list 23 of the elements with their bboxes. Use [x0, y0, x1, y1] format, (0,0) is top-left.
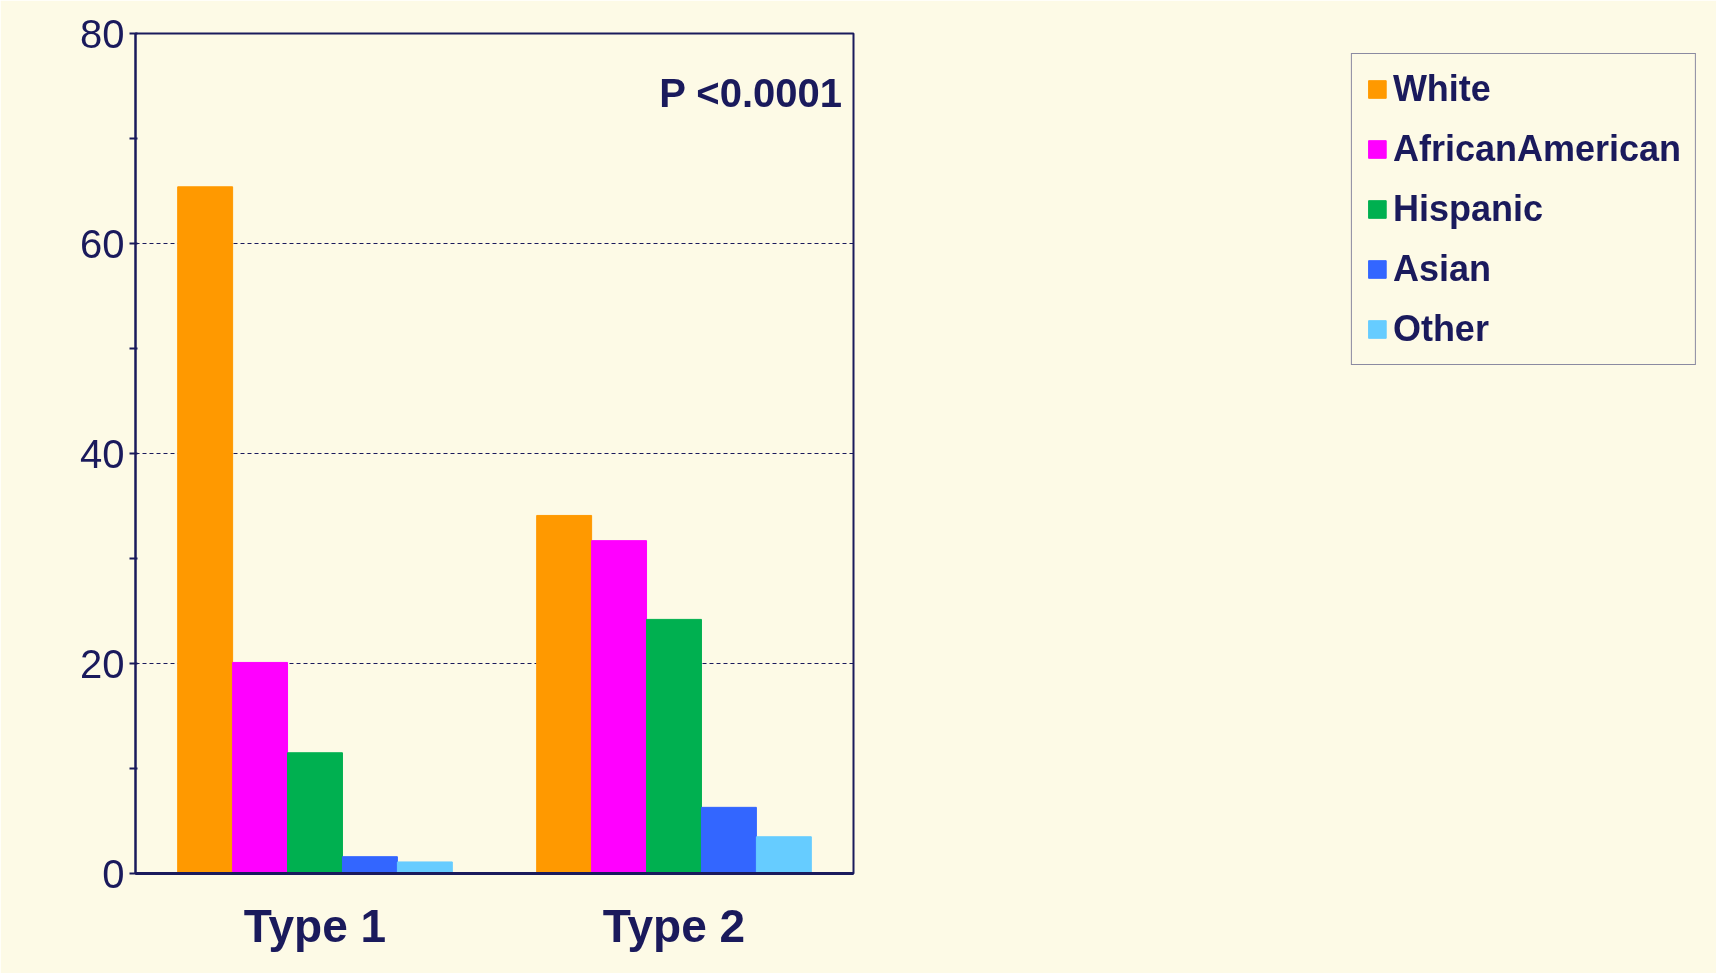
y-tick-label: 20	[80, 641, 125, 686]
y-tick-label: 0	[102, 851, 125, 896]
legend-label: AfricanAmerican	[1392, 128, 1681, 170]
bar	[700, 806, 757, 874]
x-tick-label: Type 1	[243, 899, 387, 952]
bar	[755, 836, 812, 874]
y-tick-label: 80	[80, 11, 125, 56]
legend-label: Hispanic	[1392, 188, 1543, 230]
bar	[177, 186, 234, 874]
bar	[341, 856, 398, 874]
x-tick-label: Type 2	[602, 899, 746, 952]
legend-label: White	[1392, 68, 1491, 110]
bar	[232, 661, 289, 874]
y-tick-label: 60	[80, 221, 125, 266]
legend-label: Asian	[1392, 248, 1491, 290]
bar	[646, 618, 702, 874]
annotation: P <0.0001	[659, 71, 843, 116]
legend-label: Other	[1392, 308, 1489, 350]
bar	[287, 752, 343, 874]
y-tick-label: 40	[80, 431, 125, 476]
bar	[536, 514, 593, 874]
bar	[591, 540, 648, 874]
bar	[396, 861, 453, 874]
